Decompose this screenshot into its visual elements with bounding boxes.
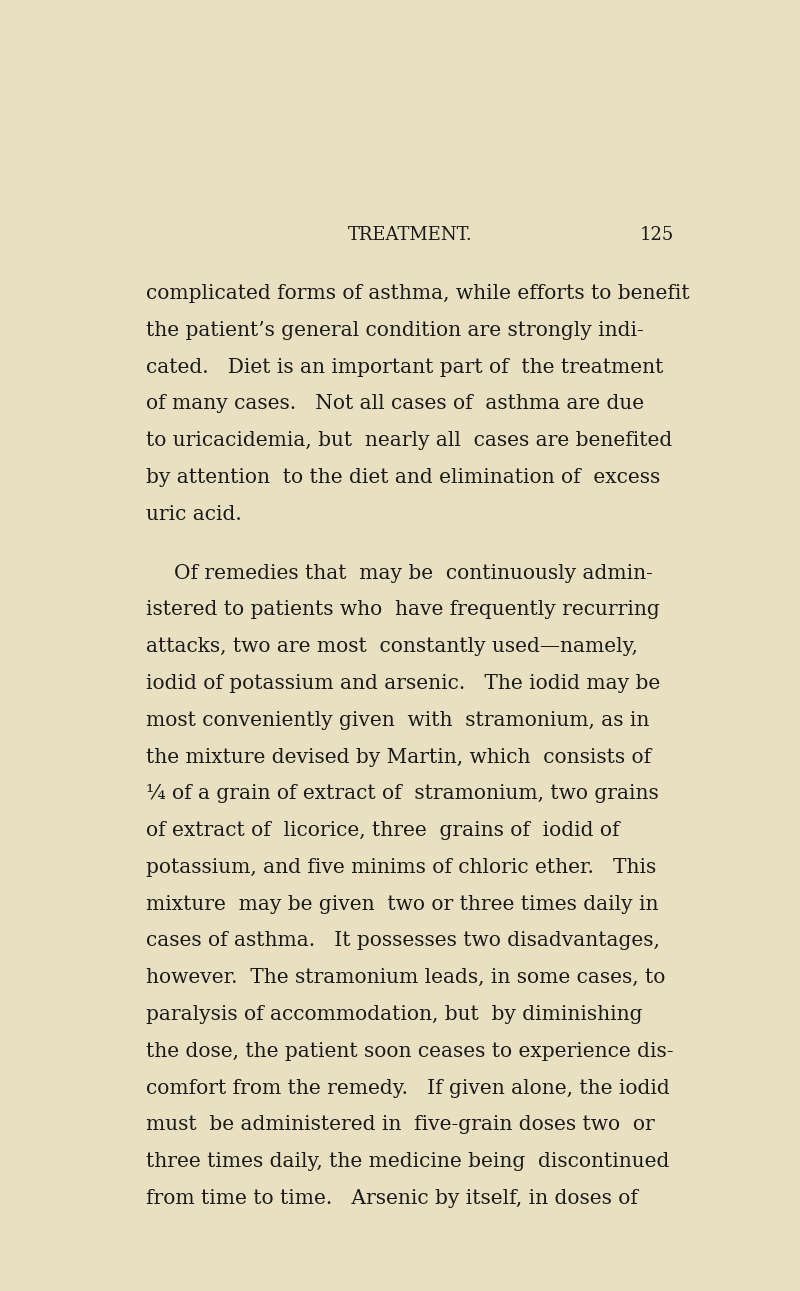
Text: 125: 125 — [639, 226, 674, 244]
Text: mixture  may be given  two or three times daily in: mixture may be given two or three times … — [146, 895, 659, 914]
Text: cated.   Diet is an important part of  the treatment: cated. Diet is an important part of the … — [146, 358, 664, 377]
Text: uric acid.: uric acid. — [146, 505, 242, 524]
Text: most conveniently given  with  stramonium, as in: most conveniently given with stramonium,… — [146, 711, 650, 729]
Text: to uricacidemia, but  nearly all  cases are benefited: to uricacidemia, but nearly all cases ar… — [146, 431, 673, 451]
Text: attacks, two are most  constantly used—namely,: attacks, two are most constantly used—na… — [146, 638, 638, 656]
Text: the patient’s general condition are strongly indi-: the patient’s general condition are stro… — [146, 321, 644, 340]
Text: by attention  to the diet and elimination of  excess: by attention to the diet and elimination… — [146, 469, 661, 487]
Text: the mixture devised by Martin, which  consists of: the mixture devised by Martin, which con… — [146, 747, 652, 767]
Text: the dose, the patient soon ceases to experience dis-: the dose, the patient soon ceases to exp… — [146, 1042, 674, 1061]
Text: from time to time.   Arsenic by itself, in doses of: from time to time. Arsenic by itself, in… — [146, 1189, 638, 1208]
Text: cases of asthma.   It possesses two disadvantages,: cases of asthma. It possesses two disadv… — [146, 932, 660, 950]
Text: TREATMENT.: TREATMENT. — [348, 226, 472, 244]
Text: paralysis of accommodation, but  by diminishing: paralysis of accommodation, but by dimin… — [146, 1006, 643, 1024]
Text: istered to patients who  have frequently recurring: istered to patients who have frequently … — [146, 600, 660, 620]
Text: comfort from the remedy.   If given alone, the iodid: comfort from the remedy. If given alone,… — [146, 1078, 670, 1097]
Text: must  be administered in  five-grain doses two  or: must be administered in five-grain doses… — [146, 1115, 655, 1135]
Text: however.  The stramonium leads, in some cases, to: however. The stramonium leads, in some c… — [146, 968, 666, 988]
Text: iodid of potassium and arsenic.   The iodid may be: iodid of potassium and arsenic. The iodi… — [146, 674, 661, 693]
Text: three times daily, the medicine being  discontinued: three times daily, the medicine being di… — [146, 1152, 670, 1171]
Text: complicated forms of asthma, while efforts to benefit: complicated forms of asthma, while effor… — [146, 284, 690, 303]
Text: ¼ of a grain of extract of  stramonium, two grains: ¼ of a grain of extract of stramonium, t… — [146, 785, 659, 803]
Text: potassium, and five minims of chloric ether.   This: potassium, and five minims of chloric et… — [146, 859, 657, 877]
Text: Of remedies that  may be  continuously admin-: Of remedies that may be continuously adm… — [174, 564, 654, 582]
Text: of many cases.   Not all cases of  asthma are due: of many cases. Not all cases of asthma a… — [146, 395, 645, 413]
Text: of extract of  licorice, three  grains of  iodid of: of extract of licorice, three grains of … — [146, 821, 620, 840]
